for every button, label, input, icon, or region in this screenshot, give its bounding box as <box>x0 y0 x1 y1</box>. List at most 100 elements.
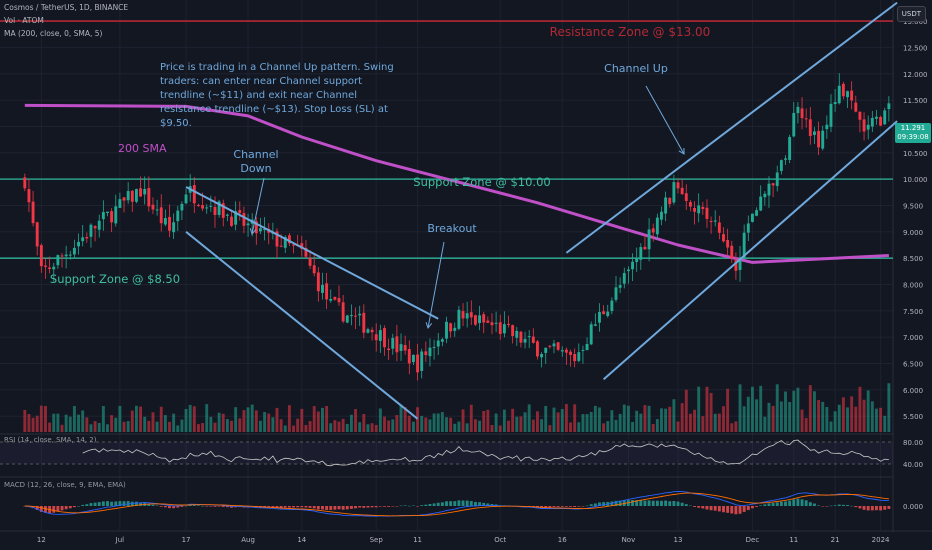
volume-bar <box>440 412 444 432</box>
rsi-pane: 80.00 40.00 <box>0 439 923 469</box>
volume-bar <box>184 408 188 432</box>
volume-legend[interactable]: Vol · ATOM <box>4 16 44 25</box>
volume-bar <box>424 417 428 432</box>
rsi-band <box>0 442 893 464</box>
rsi-line <box>82 439 889 467</box>
volume-bar <box>81 410 85 432</box>
ma-legend[interactable]: MA (200, close, 0, SMA, 5) <box>4 29 103 38</box>
macd-histogram-bar <box>461 500 465 506</box>
volume-bar <box>201 423 205 432</box>
volume-bar <box>779 401 783 432</box>
candle-body <box>813 131 816 135</box>
candle-body <box>511 325 515 337</box>
candle-body <box>746 223 750 233</box>
currency-button[interactable]: USDT <box>896 6 926 22</box>
candle-body <box>234 211 238 225</box>
macd-histogram-bar <box>387 506 391 507</box>
macd-histogram-bar <box>759 505 763 506</box>
candle-body <box>655 217 659 235</box>
volume-bar <box>321 407 324 432</box>
macd-histogram-bar <box>701 506 705 509</box>
macd-histogram-bar <box>184 505 188 507</box>
volume-bar <box>275 407 279 432</box>
candle-body <box>122 197 126 201</box>
volume-bar <box>511 408 515 432</box>
channel-up-label: Channel Up <box>604 62 668 75</box>
macd-histogram-bar <box>457 500 461 506</box>
time-tick-label: Dec <box>746 536 760 544</box>
macd-legend[interactable]: MACD (12, 26, close, 9, EMA, EMA) <box>4 481 126 489</box>
macd-histogram-bar <box>887 506 891 509</box>
volume-bar <box>383 416 386 432</box>
macd-histogram-bar <box>230 506 233 508</box>
macd-histogram-bar <box>225 506 229 508</box>
volume-bar <box>308 421 312 432</box>
volume-bar <box>461 409 465 432</box>
volume-bar <box>254 410 258 432</box>
volume-bar <box>39 405 43 432</box>
macd-histogram-bar <box>89 503 93 506</box>
candle-body <box>610 300 614 311</box>
candle-body <box>292 244 295 246</box>
macd-histogram-bar <box>44 506 47 513</box>
rsi-legend[interactable]: RSI (14, close, SMA, 14, 2) <box>4 436 97 444</box>
candle-body <box>308 257 312 266</box>
macd-histogram-bar <box>81 504 85 506</box>
candle-body <box>734 260 738 271</box>
macd-histogram-bar <box>52 506 56 513</box>
volume-bar <box>354 409 357 432</box>
volume-bar <box>329 423 333 432</box>
macd-histogram-bar <box>726 506 730 513</box>
volume-bar <box>209 416 213 432</box>
macd-histogram-bar <box>110 501 114 506</box>
volume-bar <box>168 421 171 432</box>
candle-body <box>416 354 420 373</box>
volume-bar <box>395 415 399 432</box>
macd-histogram-bar <box>316 506 320 510</box>
candle-body <box>56 255 60 266</box>
macd-signal-line <box>24 492 889 517</box>
volume-bar <box>292 425 295 432</box>
volume-bar <box>259 420 262 432</box>
symbol-legend[interactable]: Cosmos / TetherUS, 1D, BINANCE <box>4 3 129 12</box>
volume-bar <box>759 385 763 432</box>
macd-histogram-bar <box>453 501 457 506</box>
macd-histogram-bar <box>308 506 312 508</box>
volume-bar <box>213 422 217 432</box>
macd-histogram-bar <box>93 502 97 506</box>
candle-body <box>713 220 717 222</box>
macd-histogram-bar <box>35 506 39 510</box>
candle-body <box>172 222 176 233</box>
candle-body <box>647 229 651 250</box>
volume-bar <box>478 420 482 432</box>
volume-bar <box>428 419 432 432</box>
macd-histogram-bar <box>829 505 833 507</box>
candle-body <box>407 349 411 364</box>
macd-histogram-bar <box>196 505 200 506</box>
volume-bar <box>399 404 403 432</box>
macd-histogram-bar <box>205 506 209 507</box>
price-tick-label: 7.500 <box>903 308 923 316</box>
candle-body <box>585 344 589 351</box>
candle-body <box>44 265 47 267</box>
volume-bar <box>263 412 267 432</box>
volume-bar <box>651 424 655 432</box>
volume-bar <box>283 425 287 432</box>
candle-body <box>89 224 93 237</box>
candle-body <box>77 241 80 247</box>
breakout-arrow-head <box>425 322 433 330</box>
macd-histogram-bar <box>283 506 287 508</box>
volume-bar <box>519 416 523 432</box>
candle-body <box>664 197 668 214</box>
candle-body <box>870 117 874 127</box>
time-tick-label: 14 <box>297 536 306 544</box>
candle-body <box>201 205 205 209</box>
volume-bar <box>457 421 461 432</box>
volume-bar <box>163 415 167 432</box>
volume-bar <box>68 416 72 432</box>
volume-bar <box>631 421 634 432</box>
macd-histogram-bar <box>854 506 858 508</box>
candle-body <box>403 345 407 351</box>
candle-body <box>436 340 440 347</box>
